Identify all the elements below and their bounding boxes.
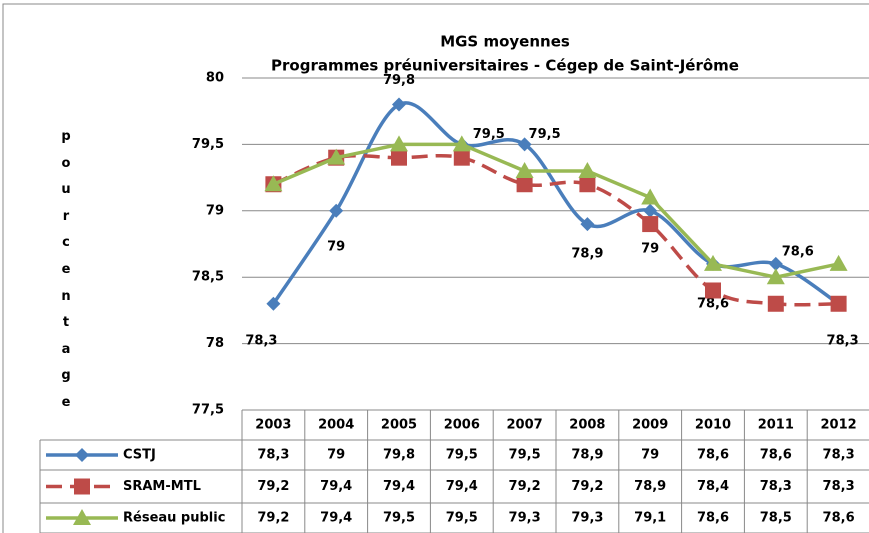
table-cell: 78,3: [823, 448, 855, 463]
chart-border: [2, 3, 869, 533]
table-cell: 79,4: [383, 479, 415, 494]
data-label: 78,6: [782, 244, 814, 259]
data-point: [516, 176, 533, 193]
data-point: [391, 149, 407, 166]
data-point: [390, 135, 408, 152]
data-point: [767, 295, 784, 312]
data-point: [643, 203, 658, 218]
data-point: [766, 268, 785, 285]
table-cell: 79: [641, 448, 659, 463]
data-point: [517, 137, 532, 152]
y-tick-label: 80: [206, 71, 224, 86]
data-point: [642, 216, 659, 233]
x-tick-label: 2009: [632, 418, 668, 433]
data-point: [579, 176, 596, 193]
y-tick-label: 78: [206, 336, 224, 351]
table-cell: 79,4: [320, 511, 352, 526]
table-cell: 78,3: [760, 479, 792, 494]
table-cell: 79: [327, 448, 345, 463]
series-line: [272, 142, 839, 279]
data-point: [327, 148, 346, 165]
legend-label: SRAM-MTL: [123, 479, 201, 494]
table-cell: 78,6: [823, 511, 855, 526]
table-cell: 78,6: [697, 511, 729, 526]
data-label: 79,5: [473, 127, 505, 142]
x-tick-label: 2006: [444, 418, 480, 433]
table-cell: 79,2: [257, 479, 289, 494]
x-tick-label: 2012: [821, 418, 857, 433]
table-cell: 78,3: [823, 479, 855, 494]
y-axis-label: pourcentage: [61, 129, 71, 410]
table-cell: 79,5: [383, 511, 415, 526]
legend-label: CSTJ: [123, 448, 156, 463]
data-label: 78,9: [571, 247, 603, 262]
y-tick-label: 78,5: [192, 270, 224, 285]
data-label: 78,6: [697, 296, 729, 311]
data-label: 78,3: [827, 333, 859, 348]
x-tick-label: 2010: [695, 418, 731, 433]
x-tick-label: 2011: [758, 418, 794, 433]
data-label: 78,3: [245, 333, 277, 348]
table-cell: 78,6: [697, 448, 729, 463]
data-label: 79,5: [529, 127, 561, 142]
table-cell: 79,5: [509, 448, 541, 463]
legend-label: Réseau public: [123, 511, 225, 526]
table-cell: 79,3: [571, 511, 603, 526]
x-tick-label: 2008: [569, 418, 605, 433]
data-point: [768, 256, 783, 271]
data-point: [705, 282, 721, 299]
table-cell: 79,2: [509, 479, 541, 494]
table-cell: 79,5: [446, 511, 478, 526]
x-tick-label: 2004: [318, 418, 354, 433]
data-point: [264, 175, 283, 192]
x-tick-label: 2005: [381, 418, 417, 433]
table-cell: 78,6: [760, 448, 792, 463]
y-tick-label: 79,5: [192, 137, 224, 152]
data-point: [829, 254, 848, 271]
table-cell: 78,3: [257, 448, 289, 463]
data-point: [515, 161, 534, 178]
table-cell: 79,2: [571, 479, 603, 494]
y-tick-label: 79: [206, 203, 224, 218]
table-cell: 78,9: [634, 479, 666, 494]
table-cell: 78,4: [697, 479, 729, 494]
table-cell: 79,5: [446, 448, 478, 463]
y-tick-label: 77,5: [192, 403, 224, 418]
data-label: 79,8: [383, 73, 415, 88]
x-tick-label: 2007: [507, 418, 543, 433]
data-point: [704, 254, 722, 271]
table-cell: 78,5: [760, 511, 792, 526]
data-point: [580, 217, 595, 232]
chart-title: MGS moyennes: [440, 33, 570, 51]
data-label: 79: [327, 239, 345, 254]
table-cell: 79,2: [257, 511, 289, 526]
data-label: 79: [641, 241, 659, 256]
chart-subtitle: Programmes préuniversitaires - Cégep de …: [271, 57, 739, 75]
table-cell: 79,4: [320, 479, 352, 494]
data-point: [392, 97, 406, 112]
data-point: [830, 295, 847, 312]
legend-marker: [75, 448, 89, 462]
table-cell: 79,1: [634, 511, 666, 526]
data-point: [329, 203, 344, 218]
table-cell: 79,4: [446, 479, 478, 494]
data-point: [453, 149, 470, 166]
table-cell: 79,3: [509, 511, 541, 526]
table-cell: 79,8: [383, 448, 415, 463]
table-cell: 78,9: [571, 448, 603, 463]
data-point: [578, 161, 597, 178]
data-point: [641, 188, 660, 205]
x-tick-label: 2003: [255, 418, 291, 433]
data-point: [266, 296, 281, 311]
legend-marker: [73, 509, 91, 525]
series-line: [272, 153, 839, 307]
legend-marker: [74, 478, 90, 495]
data-point: [452, 135, 471, 152]
